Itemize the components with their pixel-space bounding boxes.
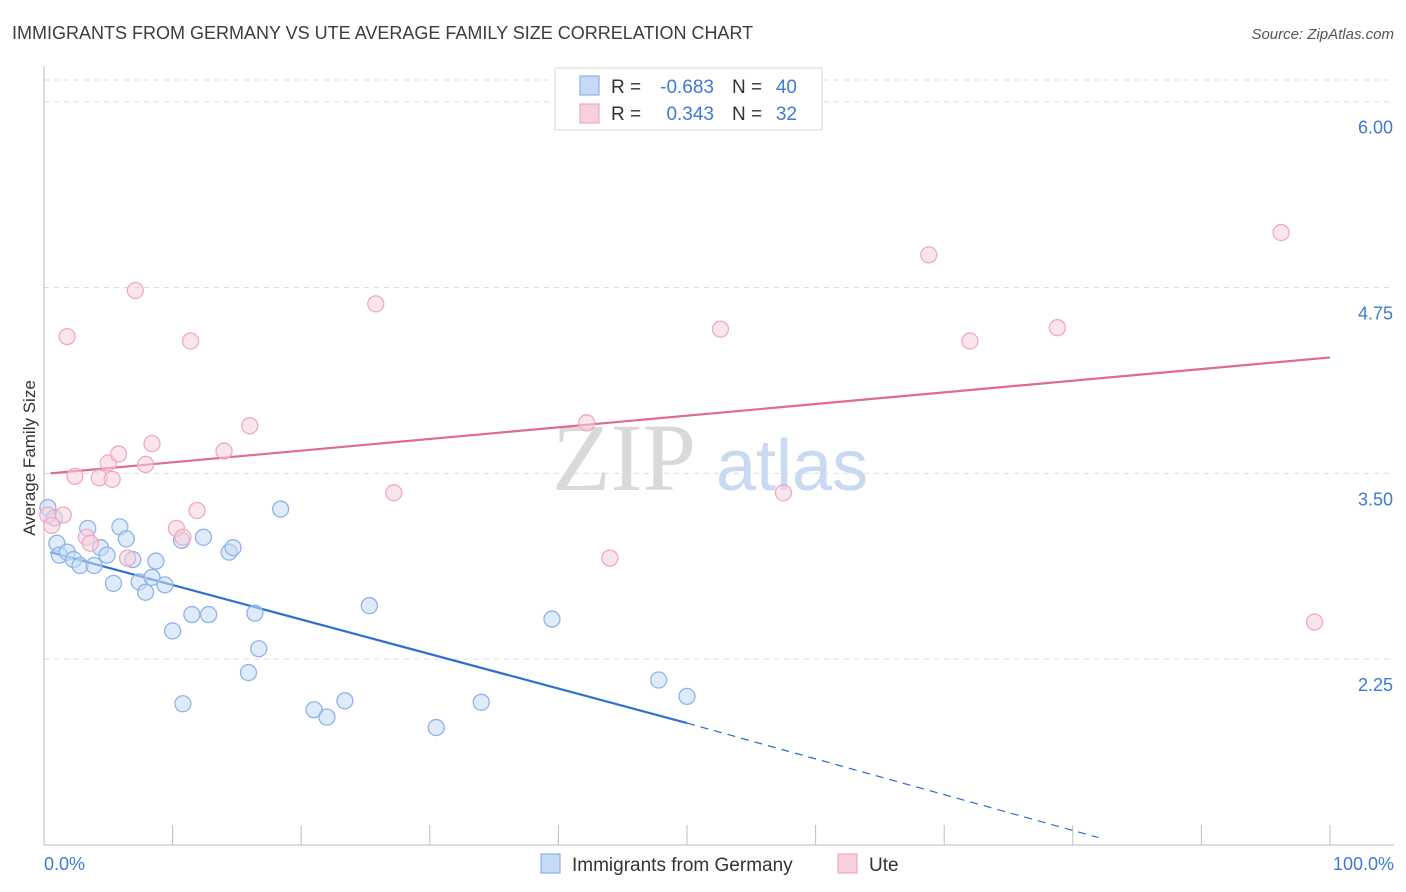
legend-r-value-ute: 0.343 <box>666 104 714 125</box>
chart-source: Source: ZipAtlas.com <box>1251 26 1394 43</box>
point-1-18 <box>188 501 206 520</box>
point-1-25 <box>711 320 730 338</box>
legend-r-value-germany: -0.683 <box>660 77 714 98</box>
watermark-atlas: atlas <box>716 426 868 506</box>
x-tick-label-left: 0.0% <box>44 854 85 874</box>
point-0-10 <box>98 546 116 564</box>
bottom-legend-swatch-ute <box>837 853 858 874</box>
legend-n-label-ute: N = <box>732 104 762 125</box>
point-0-13 <box>117 530 135 548</box>
point-0-18 <box>147 552 165 570</box>
watermark-zip: ZIP <box>552 404 696 511</box>
legend-n-label-germany: N = <box>732 77 762 98</box>
point-1-19 <box>215 442 233 460</box>
point-1-1 <box>43 516 61 535</box>
point-0-39 <box>650 671 668 689</box>
point-1-10 <box>109 445 128 463</box>
point-1-24 <box>601 549 619 567</box>
point-0-32 <box>305 701 323 719</box>
point-1-17 <box>181 332 200 350</box>
point-0-40 <box>678 687 696 705</box>
point-0-25 <box>199 605 218 624</box>
point-0-8 <box>85 556 103 575</box>
point-0-16 <box>136 583 155 601</box>
point-0-20 <box>163 622 182 640</box>
y-tick-label-2: 3.50 <box>1358 489 1393 509</box>
y-tick-label-0: 6.00 <box>1358 118 1393 138</box>
point-0-22 <box>174 695 192 713</box>
point-1-3 <box>58 327 76 346</box>
point-0-24 <box>194 528 213 546</box>
point-1-30 <box>1272 223 1290 242</box>
point-0-27 <box>224 539 242 557</box>
legend-box: R = -0.683 N = 40 R = 0.343 N = 32 <box>554 67 823 131</box>
point-0-37 <box>472 693 490 711</box>
x-tick-label-right: 100.0% <box>1333 854 1394 874</box>
point-1-11 <box>118 549 137 567</box>
point-1-31 <box>1305 613 1324 631</box>
legend-r-label-germany: R = <box>611 77 641 98</box>
y-tick-labels: 6.00 4.75 3.50 2.25 <box>1358 118 1393 695</box>
watermark: ZIP atlas <box>552 404 868 511</box>
trend-line-1 <box>50 356 1331 475</box>
point-1-12 <box>126 281 144 300</box>
point-0-31 <box>271 500 290 518</box>
point-1-22 <box>385 484 403 502</box>
point-0-19 <box>156 576 174 594</box>
point-0-23 <box>183 605 201 624</box>
y-axis-label: Average Family Size <box>20 380 39 536</box>
point-0-34 <box>336 692 354 710</box>
legend-r-label-ute: R = <box>611 104 641 125</box>
trend-line-extension-0 <box>686 722 1099 839</box>
point-0-30 <box>250 640 268 658</box>
point-0-29 <box>246 604 264 622</box>
point-0-28 <box>239 663 258 682</box>
point-0-17 <box>143 568 161 587</box>
point-1-21 <box>367 295 385 313</box>
point-1-20 <box>241 417 259 435</box>
point-1-2 <box>54 506 72 524</box>
point-1-29 <box>1048 319 1067 337</box>
data-points <box>39 223 1324 737</box>
y-tick-label-1: 4.75 <box>1358 304 1393 324</box>
chart-title: IMMIGRANTS FROM GERMANY VS UTE AVERAGE F… <box>12 23 753 43</box>
point-1-13 <box>136 455 155 474</box>
point-1-23 <box>578 414 596 432</box>
point-1-27 <box>920 246 938 264</box>
point-1-16 <box>174 528 192 546</box>
point-1-28 <box>961 332 979 350</box>
point-0-35 <box>360 597 379 615</box>
point-0-38 <box>543 610 561 628</box>
point-1-26 <box>774 484 793 502</box>
bottom-legend-swatch-germany <box>540 853 561 874</box>
y-tick-label-3: 2.25 <box>1358 675 1393 695</box>
bottom-legend: Immigrants from Germany Ute <box>540 853 899 876</box>
legend-n-value-ute: 32 <box>776 104 797 125</box>
legend-n-value-germany: 40 <box>776 77 797 98</box>
point-1-14 <box>143 434 161 453</box>
bottom-legend-label-germany: Immigrants from Germany <box>572 855 793 876</box>
axes <box>43 66 1394 846</box>
point-0-36 <box>427 718 445 737</box>
point-1-6 <box>81 534 99 552</box>
bottom-legend-label-ute: Ute <box>869 855 899 876</box>
legend-swatch-germany <box>579 75 600 96</box>
legend-swatch-ute <box>579 103 600 124</box>
point-0-33 <box>318 708 336 726</box>
point-1-9 <box>103 470 121 488</box>
point-1-4 <box>66 467 84 485</box>
point-0-11 <box>104 574 123 593</box>
